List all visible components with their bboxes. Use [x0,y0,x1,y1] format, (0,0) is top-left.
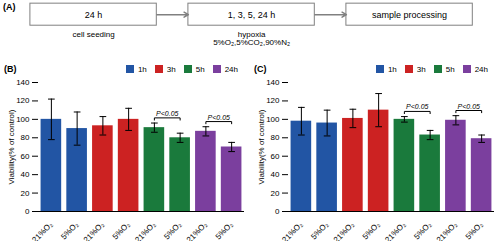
html-text:5h: 5h [195,64,205,74]
html-text:24h: 24h [474,64,488,74]
svg-text:80: 80 [271,133,280,142]
svg-text:P<0.05: P<0.05 [406,103,428,110]
svg-text:1, 3, 5, 24 h: 1, 3, 5, 24 h [228,10,276,20]
html-text:1h: 1h [387,64,397,74]
svg-text:120: 120 [266,96,280,105]
svg-text:140: 140 [266,78,280,87]
svg-text:5%O₂: 5%O₂ [59,220,80,241]
svg-text:5%O₂: 5%O₂ [412,220,433,241]
svg-text:P<0.05: P<0.05 [208,114,230,121]
svg-text:Viability(% of control): Viability(% of control) [7,109,16,184]
svg-text:5%O₂: 5%O₂ [111,220,132,241]
svg-text:21%O₂: 21%O₂ [280,220,304,241]
svg-text:40: 40 [271,170,280,179]
html-text:(A): (A) [3,2,16,12]
html-text:1h: 1h [137,64,147,74]
svg-text:40: 40 [21,170,30,179]
svg-text:P<0.05: P<0.05 [156,110,178,117]
svg-text:120: 120 [16,96,30,105]
svg-text:5%O₂: 5%O₂ [361,220,382,241]
svg-text:60: 60 [271,152,280,161]
svg-text:21%O₂: 21%O₂ [332,220,356,241]
svg-text:100: 100 [16,115,30,124]
svg-text:hypoxia5%O₂,5%CO₂,90%N₂: hypoxia5%O₂,5%CO₂,90%N₂ [213,30,290,47]
svg-text:140: 140 [16,78,30,87]
svg-text:21%O₂: 21%O₂ [133,220,157,241]
svg-text:P<0.05: P<0.05 [458,103,480,110]
svg-text:20: 20 [271,189,280,198]
html-text:5h: 5h [445,64,455,74]
html-text:3h: 3h [416,64,426,74]
html-text:(C): (C) [254,64,267,74]
svg-text:24 h: 24 h [85,10,103,20]
svg-text:21%O₂: 21%O₂ [383,220,407,241]
svg-text:21%O₂: 21%O₂ [435,220,459,241]
svg-text:21%O₂: 21%O₂ [185,220,209,241]
svg-text:5%O₂: 5%O₂ [309,220,330,241]
svg-text:Viability(% of control): Viability(% of control) [257,109,266,184]
html-text:24h: 24h [224,64,238,74]
svg-text:60: 60 [21,152,30,161]
svg-text:5%O₂: 5%O₂ [214,220,235,241]
svg-text:20: 20 [21,189,30,198]
html-text:(B): (B) [4,64,17,74]
svg-text:21%O₂: 21%O₂ [82,220,106,241]
svg-text:0: 0 [25,207,30,216]
html-text:3h: 3h [166,64,176,74]
svg-text:21%O₂: 21%O₂ [30,220,54,241]
svg-text:sample processing: sample processing [372,10,447,20]
svg-text:100: 100 [266,115,280,124]
svg-text:5%O₂: 5%O₂ [162,220,183,241]
svg-text:5%O₂: 5%O₂ [464,220,485,241]
svg-text:cell seeding: cell seeding [72,30,114,39]
svg-text:0: 0 [275,207,280,216]
svg-text:80: 80 [21,133,30,142]
